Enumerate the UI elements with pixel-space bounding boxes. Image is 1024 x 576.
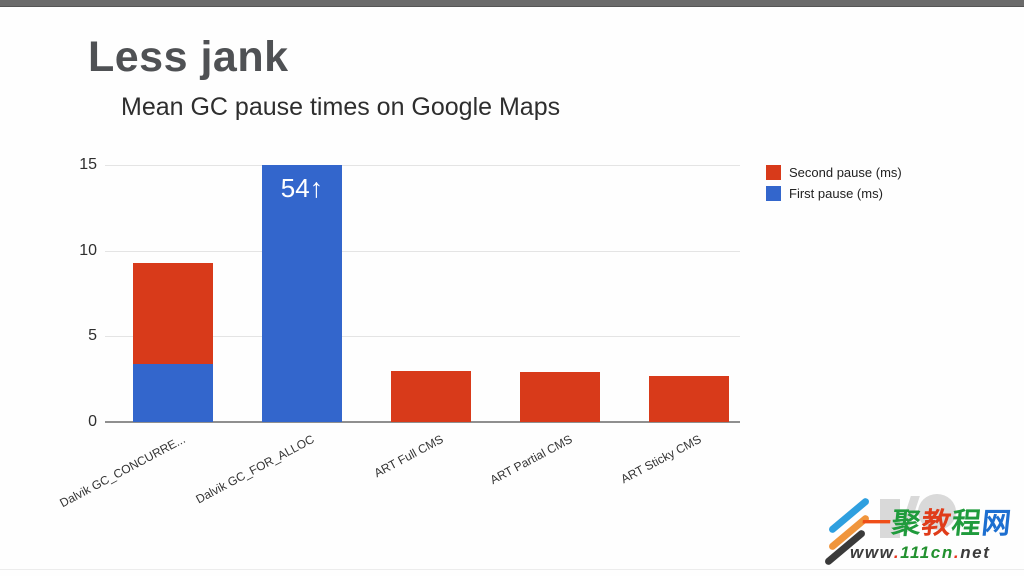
y-axis-tick-label: 0	[57, 413, 97, 431]
legend-label: Second pause (ms)	[789, 165, 902, 180]
bar-segment	[133, 263, 213, 364]
bar-segment	[391, 371, 471, 422]
watermark-site-url: www.111cn.net	[850, 543, 1024, 563]
legend-item: First pause (ms)	[766, 185, 883, 201]
y-axis-tick-label: 5	[57, 327, 97, 345]
watermark-url-part: 111cn	[900, 543, 954, 562]
legend-swatch	[766, 165, 781, 180]
watermark-char: 网	[980, 508, 1013, 540]
watermark-url-part: net	[960, 543, 990, 562]
watermark-char: 一	[860, 508, 893, 540]
bottom-divider	[0, 569, 1024, 570]
window-top-bar	[0, 0, 1024, 7]
y-axis-tick-label: 10	[57, 242, 97, 260]
page-title: Less jank	[88, 33, 289, 82]
bar-segment	[133, 364, 213, 422]
y-axis-tick-label: 15	[57, 156, 97, 174]
chart-title: Mean GC pause times on Google Maps	[121, 93, 560, 122]
legend-swatch	[766, 186, 781, 201]
watermark-url-part: www	[850, 543, 894, 562]
watermark-char: 教	[920, 508, 953, 540]
site-watermark: 一聚教程网 www.111cn.net	[808, 470, 1024, 570]
presentation-slide: Less jank Mean GC pause times on Google …	[0, 0, 1024, 576]
legend-label: First pause (ms)	[789, 186, 883, 201]
bar-segment	[520, 372, 600, 422]
gridline	[105, 165, 740, 166]
gridline	[105, 251, 740, 252]
watermark-site-name: 一聚教程网	[860, 500, 1024, 542]
overflow-value-label: 54↑	[261, 173, 343, 204]
watermark-char: 聚	[890, 508, 923, 540]
watermark-char: 程	[950, 508, 983, 540]
legend-item: Second pause (ms)	[766, 164, 902, 180]
bar-segment	[649, 376, 729, 422]
